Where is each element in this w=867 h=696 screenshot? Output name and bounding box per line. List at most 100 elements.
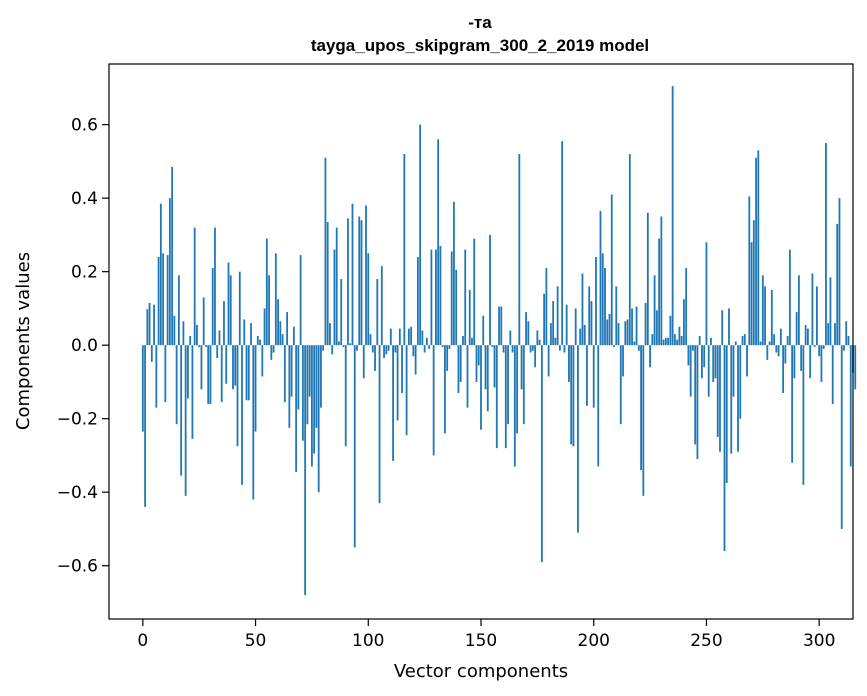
bar-component-106: [380, 266, 383, 346]
bar-component-135: [446, 345, 449, 371]
bar-component-168: [520, 345, 523, 390]
bar-component-290: [795, 312, 798, 346]
bar-component-54: [263, 308, 266, 346]
bar-component-184: [556, 286, 559, 346]
bar-component-311: [843, 345, 845, 351]
bar-component-158: [498, 306, 500, 346]
bar-component-0: [141, 345, 144, 432]
bar-component-30: [209, 345, 212, 404]
bar-component-207: [608, 313, 611, 346]
bar-component-115: [401, 345, 403, 393]
bar-component-27: [202, 297, 205, 346]
bar-component-277: [766, 345, 769, 360]
bar-component-1: [144, 345, 146, 507]
bar-component-284: [782, 345, 785, 393]
bar-component-111: [392, 345, 394, 461]
bar-component-112: [394, 345, 397, 353]
bar-component-228: [655, 310, 658, 346]
x-axis-label: Vector components: [394, 661, 568, 682]
bar-component-48: [250, 323, 252, 346]
bar-component-128: [430, 249, 433, 346]
bar-component-236: [673, 334, 676, 346]
bar-component-189: [568, 345, 570, 382]
bar-component-51: [256, 335, 259, 346]
bar-component-226: [651, 334, 654, 346]
bar-component-150: [480, 345, 482, 430]
bar-component-32: [214, 227, 216, 346]
bar-component-2: [146, 309, 149, 346]
bar-component-99: [365, 205, 367, 346]
bar-component-148: [475, 345, 478, 382]
bar-component-154: [489, 234, 491, 346]
bar-component-83: [329, 323, 331, 346]
bar-component-44: [241, 345, 243, 485]
y-tick-label: −0.6: [57, 557, 98, 577]
bar-component-17: [180, 345, 183, 476]
bar-component-6: [155, 345, 158, 408]
bar-component-194: [579, 328, 582, 346]
bar-component-185: [559, 345, 561, 351]
bar-component-269: [748, 196, 751, 346]
bar-component-123: [419, 124, 422, 346]
bar-component-261: [730, 345, 733, 454]
bar-component-292: [800, 345, 803, 371]
bar-component-145: [468, 290, 471, 346]
bar-component-39: [229, 275, 232, 346]
bar-component-65: [288, 345, 291, 428]
bar-component-215: [626, 319, 629, 346]
bar-component-149: [477, 345, 480, 366]
bars-group: [141, 86, 857, 596]
bar-component-57: [270, 345, 273, 360]
bar-component-155: [491, 345, 494, 348]
bar-component-153: [486, 345, 489, 412]
bar-component-309: [838, 198, 841, 346]
bar-component-76: [313, 345, 316, 454]
bar-component-295: [807, 328, 809, 346]
bar-component-209: [613, 345, 615, 348]
bar-component-72: [304, 345, 307, 596]
bar-component-160: [502, 345, 505, 353]
bar-component-24: [196, 324, 198, 346]
bar-component-152: [484, 345, 487, 390]
bar-component-276: [764, 286, 766, 346]
bar-component-208: [610, 194, 613, 346]
bar-component-131: [437, 139, 440, 346]
bar-component-232: [664, 337, 667, 346]
bar-component-40: [232, 345, 234, 390]
bar-component-93: [351, 203, 354, 346]
bar-component-308: [836, 223, 839, 346]
x-tick-label: 0: [137, 631, 148, 651]
bar-component-90: [344, 345, 347, 447]
bar-component-10: [164, 345, 167, 403]
bar-component-11: [166, 255, 169, 346]
bar-component-230: [660, 216, 663, 346]
bar-component-28: [205, 345, 207, 348]
bar-component-56: [268, 275, 270, 346]
bar-component-46: [245, 345, 248, 401]
bar-component-247: [698, 335, 701, 346]
bar-component-206: [606, 319, 609, 346]
bar-component-108: [385, 345, 388, 355]
bar-component-169: [522, 345, 525, 425]
bar-component-316: [854, 345, 857, 390]
bar-component-159: [500, 306, 503, 346]
bar-component-139: [455, 269, 458, 346]
bar-component-255: [716, 345, 719, 438]
bar-component-126: [425, 337, 428, 346]
bar-component-240: [683, 299, 685, 346]
bar-component-272: [755, 157, 757, 346]
bar-component-211: [617, 323, 620, 346]
x-tick-label: 150: [465, 631, 497, 651]
bar-component-224: [646, 212, 649, 346]
bar-component-200: [592, 345, 595, 408]
y-tick-label: 0.4: [71, 189, 98, 209]
bar-component-52: [259, 339, 261, 346]
bar-component-63: [283, 345, 286, 403]
bar-component-283: [779, 328, 782, 346]
bar-component-254: [714, 345, 717, 379]
bar-component-235: [671, 86, 674, 346]
bar-component-62: [281, 334, 284, 346]
bar-component-196: [583, 324, 586, 346]
bar-component-116: [403, 154, 406, 346]
bar-component-100: [367, 253, 370, 346]
